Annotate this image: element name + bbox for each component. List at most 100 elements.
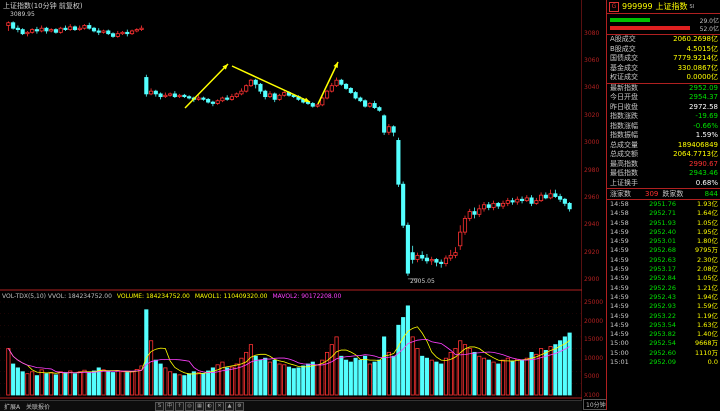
candle-body	[472, 211, 477, 215]
volume-bar	[448, 351, 453, 396]
candle-body	[248, 79, 254, 87]
volume-bar	[34, 375, 39, 396]
quote-row: 指数涨幅 -0.66%	[607, 122, 720, 132]
price-axis-label: 3020	[584, 111, 600, 119]
ratio-bar-down	[610, 26, 690, 30]
candle-body	[429, 259, 434, 262]
tick-row: 14:59 2953.82 1.40亿	[607, 330, 720, 339]
candle-body	[110, 33, 116, 37]
tick-row: 14:58 2951.76 1.93亿	[607, 200, 720, 209]
volume-bar	[25, 373, 30, 396]
candle-body	[172, 93, 177, 98]
tick-volume: 1.95亿	[697, 227, 718, 236]
candle-body	[11, 22, 16, 29]
volume-bar	[519, 359, 525, 396]
tick-time: 14:59	[610, 302, 629, 311]
volume-bar	[329, 344, 334, 396]
volume-bar	[58, 371, 63, 396]
high-price-label: 3089.95	[10, 11, 35, 18]
candle-body	[358, 97, 363, 102]
candle-body	[510, 200, 515, 203]
candle-body	[63, 27, 68, 30]
candle-body	[344, 83, 349, 89]
period-selector[interactable]: 10分钟	[583, 399, 609, 410]
volume-bar	[248, 344, 254, 396]
candle-body	[477, 208, 482, 215]
stat-row-value: 2060.2698亿	[673, 35, 718, 43]
candle-body	[39, 27, 44, 32]
volume-bar	[144, 309, 149, 396]
volume-bar	[344, 359, 349, 396]
candle-body	[134, 29, 139, 32]
volume-bar	[172, 373, 177, 396]
tick-volume: 2.08亿	[697, 265, 718, 274]
candle-body	[348, 88, 353, 93]
volume-bar	[282, 364, 287, 396]
volume-bar	[253, 355, 258, 396]
volume-legend: VOL-TDX(5,10) VVOL: 184234752.00 VOLUME: …	[2, 293, 346, 300]
stat-row-label: 基金成交	[610, 63, 638, 72]
volume-bar	[258, 359, 263, 396]
volume-axis-label: 15000	[584, 336, 604, 344]
volume-bar	[391, 355, 396, 396]
tick-row: 14:59 2952.63 2.30亿	[607, 256, 720, 265]
volume-bar	[453, 348, 458, 396]
candle-body	[120, 31, 125, 35]
volume-bar	[458, 340, 463, 396]
tick-volume: 2.30亿	[697, 255, 718, 264]
candle-body	[439, 261, 444, 264]
related-quote-tab[interactable]: 关联报价	[26, 404, 51, 411]
candle-body	[524, 197, 529, 202]
candle-body	[282, 92, 287, 96]
tick-volume: 1.94亿	[697, 292, 718, 301]
volume-bar	[82, 369, 87, 396]
volume-bar	[291, 368, 296, 396]
candle-body	[448, 254, 453, 259]
volume-bar	[6, 348, 11, 396]
candle-body	[391, 126, 396, 133]
tick-list[interactable]: 14:58 2951.76 1.93亿 14:58 2952.71 1.64亿 14:58 2…	[607, 200, 720, 367]
candle-body	[225, 97, 230, 100]
price-axis-label: 2900	[584, 276, 600, 283]
kline-chart-area[interactable]: 11:0013:5009:4010:3011:2014:0014:5010:40…	[0, 0, 582, 410]
candle-body	[196, 97, 201, 100]
tick-time: 14:59	[610, 320, 629, 329]
price-axis-label: 2940	[584, 221, 600, 229]
tick-row: 15:01 2952.09 0.0	[607, 358, 720, 367]
tick-price: 2953.17	[649, 265, 676, 274]
volume-bar	[500, 359, 506, 396]
tick-volume: 1.40亿	[697, 330, 718, 339]
quote-row-label: 最低指数	[610, 169, 638, 177]
tick-price: 2952.26	[649, 283, 676, 292]
mavol2-line	[8, 338, 570, 374]
volume-bar	[129, 371, 135, 396]
volume-bar	[358, 359, 363, 396]
volume-bar	[510, 360, 515, 396]
volume-bar	[534, 353, 539, 396]
trend-arrow	[317, 61, 339, 105]
tick-volume: 1.59亿	[697, 302, 718, 311]
candle-body	[553, 193, 558, 197]
volume-bar	[548, 346, 553, 396]
extend-tab[interactable]: 扩展A	[4, 404, 21, 411]
volume-bar	[187, 373, 192, 396]
volume-bar	[353, 357, 358, 396]
tick-time: 14:58	[610, 200, 629, 208]
candle-body	[353, 92, 358, 99]
tick-time: 14:59	[610, 237, 629, 246]
quote-row-label: 总成交额	[610, 150, 638, 158]
quote-row: 最新指数 2952.09	[607, 84, 720, 94]
candle-body	[229, 96, 234, 100]
quote-panel: G 999999 上证指数 SI 29.0亿 52.0亿 A股成交 2060.26…	[606, 0, 720, 410]
volume-bar	[515, 358, 520, 396]
down-count: 844	[704, 190, 718, 198]
volume-bar	[539, 348, 544, 396]
candle-body	[567, 202, 572, 210]
volume-bar	[405, 305, 410, 396]
trend-arrowhead	[333, 62, 338, 68]
tick-time: 14:59	[610, 274, 629, 283]
kline-chart[interactable]: 11:0013:5009:4010:3011:2014:0014:5010:40…	[0, 0, 582, 410]
volume-bar	[443, 357, 449, 396]
index-icon[interactable]: G	[609, 1, 619, 12]
quote-row-value: 2952.09	[689, 83, 718, 92]
